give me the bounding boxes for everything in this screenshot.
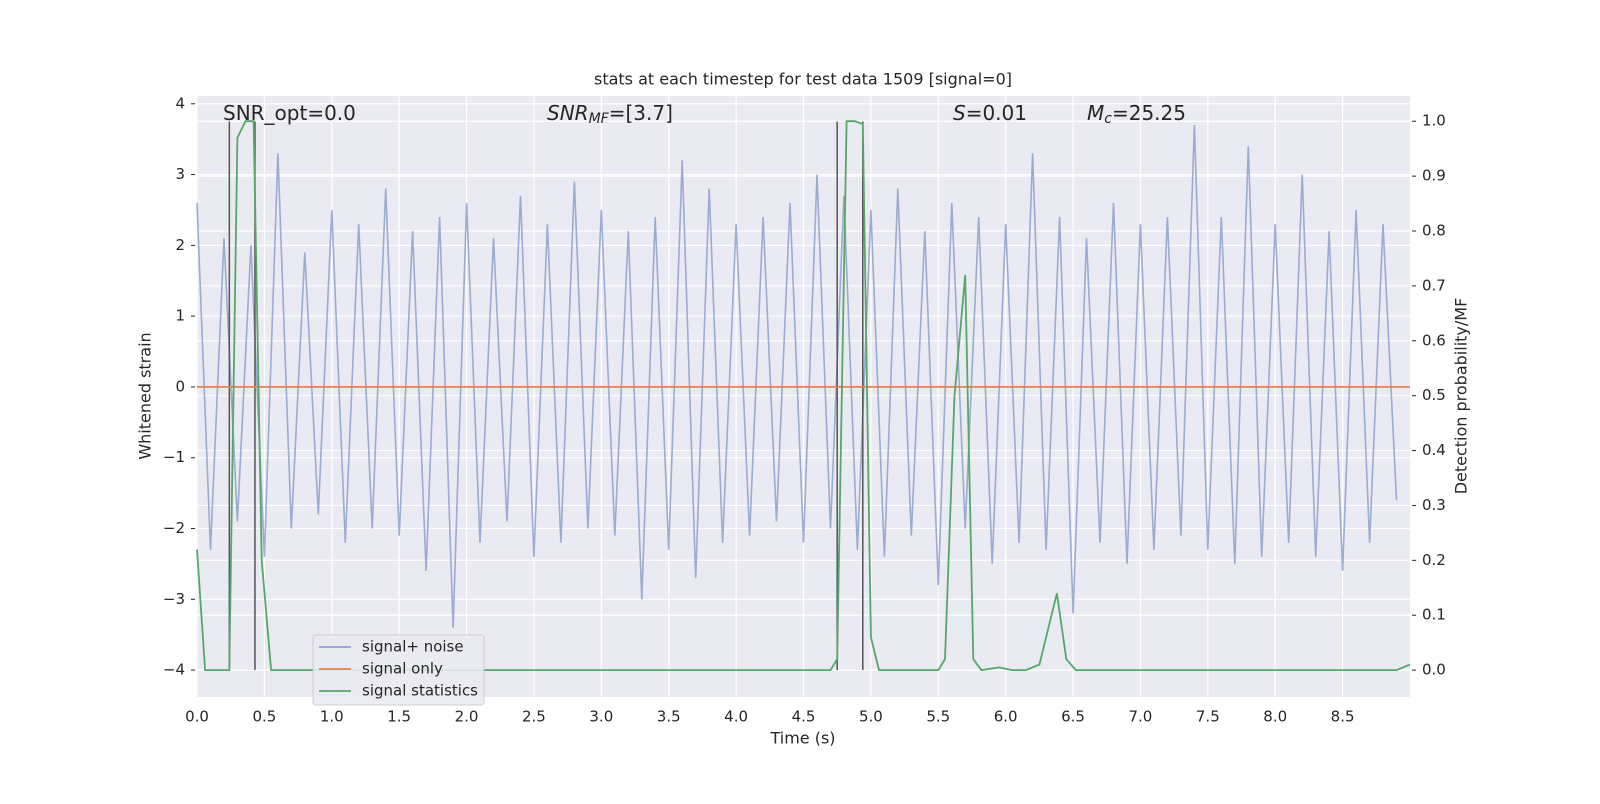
x-tick-label: 7.0 xyxy=(1129,708,1153,726)
annotation: SNR_opt=0.0 xyxy=(223,101,356,125)
annotation-part: S xyxy=(953,101,966,125)
x-tick-label: 1.0 xyxy=(320,708,344,726)
y2-tick-label: 1.0 xyxy=(1422,112,1446,130)
x-tick-label: 6.5 xyxy=(1061,708,1085,726)
annotation-part: M xyxy=(1087,101,1104,125)
x-tick-label: 1.5 xyxy=(387,708,411,726)
y2-axis-label: Detection probability/MF xyxy=(1452,298,1471,495)
y2-tick-label: 0.1 xyxy=(1422,606,1446,624)
y-tick-label: 4 xyxy=(175,94,185,112)
annotation: SNRMF=[3.7] xyxy=(547,101,673,128)
y2-tick-label: 0.9 xyxy=(1422,167,1446,185)
legend-label: signal statistics xyxy=(362,682,478,700)
x-tick-label: 0.0 xyxy=(185,708,209,726)
y-tick-label: −1 xyxy=(163,448,185,466)
legend-label: signal+ noise xyxy=(362,638,464,656)
y2-tick-label: 0.3 xyxy=(1422,496,1446,514)
y2-tick-label: 0.6 xyxy=(1422,331,1446,349)
series-line xyxy=(196,124,1398,628)
x-tick-label: 3.0 xyxy=(589,708,613,726)
y-tick-label: 1 xyxy=(175,307,185,325)
annotation-part: SNR xyxy=(547,101,589,125)
legend-box xyxy=(312,634,485,706)
x-tick-label: 2.5 xyxy=(522,708,546,726)
x-tick-label: 6.0 xyxy=(994,708,1018,726)
y2-tick-label: 0.0 xyxy=(1422,661,1446,679)
x-tick-label: 4.5 xyxy=(792,708,816,726)
labels: 0.0 0.5 1.0 1.5 2.0 2.5 3.0 3.5 4.0 4.5 5.0 5.5 6.0 6… xyxy=(163,94,1446,725)
annotation-part: =25.25 xyxy=(1112,101,1186,125)
y-axis-label: Whitened strain xyxy=(136,332,155,459)
y2-tick-label: 0.5 xyxy=(1422,386,1446,404)
x-tick-label: 3.5 xyxy=(657,708,681,726)
annotation-part: MF xyxy=(589,111,610,127)
x-tick-label: 8.5 xyxy=(1331,708,1355,726)
x-axis-label: Time (s) xyxy=(769,729,835,748)
annotation-part: SNR_opt=0.0 xyxy=(223,101,356,125)
y-tick-label: 0 xyxy=(175,377,185,395)
y-tick-label: 3 xyxy=(175,165,185,183)
x-tick-label: 2.0 xyxy=(455,708,479,726)
x-tick-label: 7.5 xyxy=(1196,708,1220,726)
annotation-part: =[3.7] xyxy=(609,101,673,125)
annotation: S=0.01 xyxy=(953,101,1027,125)
y2-tick-label: 0.7 xyxy=(1422,276,1446,294)
y2-tick-label: 0.8 xyxy=(1422,222,1446,240)
x-tick-label: 4.0 xyxy=(724,708,748,726)
y-tick-label: 2 xyxy=(175,236,185,254)
annotation-part: =0.01 xyxy=(966,101,1027,125)
y-tick-label: −3 xyxy=(163,590,185,608)
x-tick-label: 0.5 xyxy=(252,708,276,726)
annotation-part: c xyxy=(1104,111,1112,127)
y2-tick-label: 0.2 xyxy=(1422,551,1446,569)
y-tick-label: −4 xyxy=(163,661,185,679)
y-tick-label: −2 xyxy=(163,519,185,537)
annotation: Mc=25.25 xyxy=(1087,101,1186,128)
chart-title: stats at each timestep for test data 150… xyxy=(594,70,1012,89)
y2-tick-label: 0.4 xyxy=(1422,441,1446,459)
x-tick-label: 5.0 xyxy=(859,708,883,726)
x-tick-label: 5.5 xyxy=(926,708,950,726)
marks xyxy=(196,120,1411,672)
legend-label: signal only xyxy=(362,660,443,678)
x-tick-label: 8.0 xyxy=(1263,708,1287,726)
series-line xyxy=(196,120,1411,672)
